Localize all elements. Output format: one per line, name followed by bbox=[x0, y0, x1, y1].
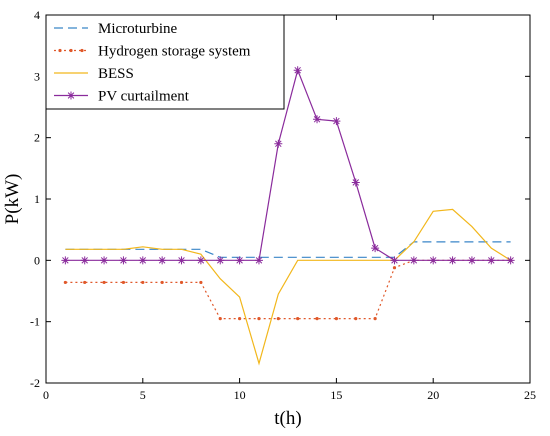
series-3-point bbox=[448, 256, 457, 265]
x-axis-title: t(h) bbox=[274, 408, 301, 429]
y-tick-label: 1 bbox=[34, 192, 40, 206]
x-tick-label: 5 bbox=[140, 388, 146, 402]
legend-marker-3 bbox=[67, 91, 75, 100]
series-3-point bbox=[138, 256, 147, 265]
series-1-point bbox=[141, 280, 145, 285]
series-3-point bbox=[371, 244, 380, 253]
series-1-point bbox=[276, 317, 280, 321]
series-3-point bbox=[158, 256, 167, 265]
y-tick-label: 2 bbox=[34, 131, 40, 145]
series-3-point bbox=[100, 256, 109, 265]
series-1-point bbox=[315, 317, 319, 321]
x-tick-label: 0 bbox=[43, 388, 49, 402]
series-3-point bbox=[254, 256, 263, 265]
series-3-point bbox=[119, 256, 128, 265]
series-3-point bbox=[487, 256, 496, 265]
series-3-point bbox=[216, 256, 225, 265]
x-tick-label: 25 bbox=[524, 388, 536, 402]
series-1-point bbox=[354, 317, 358, 321]
legend: Microturbine Hydrogen storage system BESS P… bbox=[45, 14, 285, 110]
series-1-point bbox=[83, 280, 87, 285]
series-3-point bbox=[274, 139, 283, 148]
x-tick-label: 15 bbox=[330, 388, 342, 402]
series-3-point bbox=[409, 256, 418, 265]
series-1-point bbox=[257, 317, 261, 321]
series-3-point bbox=[332, 117, 341, 126]
y-tick-label: 3 bbox=[34, 69, 40, 83]
series-1-point bbox=[121, 280, 126, 285]
legend-box bbox=[45, 14, 285, 110]
series-1-point bbox=[63, 280, 67, 285]
series-1-point bbox=[334, 317, 338, 321]
legend-label-3: PV curtailment bbox=[98, 89, 190, 105]
series-1-point bbox=[179, 280, 184, 285]
series-3-point bbox=[235, 256, 244, 265]
y-tick-label: 0 bbox=[34, 253, 40, 267]
series-1-point bbox=[102, 280, 106, 285]
series-line-2 bbox=[65, 208, 511, 366]
y-tick-label: 4 bbox=[34, 8, 40, 22]
series-3-point bbox=[429, 256, 438, 265]
y-axis-title: P(kW) bbox=[2, 174, 23, 225]
y-tick-label: -2 bbox=[30, 376, 40, 390]
y-tick-label: -1 bbox=[30, 315, 40, 329]
series-line-0 bbox=[65, 241, 511, 258]
series-3-point bbox=[196, 256, 205, 265]
series-3-point bbox=[80, 256, 89, 265]
legend-marker-1 bbox=[58, 48, 62, 53]
legend-label-2: BESS bbox=[98, 66, 134, 82]
series-1-point bbox=[373, 317, 377, 321]
series-1-point bbox=[238, 317, 242, 321]
series-1-point bbox=[296, 317, 300, 321]
series-3-point bbox=[351, 178, 360, 187]
series-layer bbox=[61, 66, 515, 366]
legend-label-0: Microturbine bbox=[98, 21, 177, 37]
series-3-point bbox=[177, 256, 186, 265]
series-1-point bbox=[160, 280, 164, 285]
legend-marker-1 bbox=[80, 48, 84, 53]
series-3-point bbox=[293, 66, 302, 75]
series-3-point bbox=[506, 256, 515, 265]
series-1-point bbox=[218, 317, 222, 321]
series-1-point bbox=[392, 266, 397, 270]
series-3-point bbox=[467, 256, 476, 265]
x-tick-label: 20 bbox=[427, 388, 439, 402]
axis-ticks: 0 5 10 15 20 25 -2 -1 0 1 2 3 4 bbox=[30, 8, 536, 402]
series-1-point bbox=[199, 280, 203, 285]
series-3-point bbox=[313, 115, 322, 124]
legend-marker-1 bbox=[69, 48, 73, 53]
legend-label-1: Hydrogen storage system bbox=[98, 44, 251, 60]
x-tick-label: 10 bbox=[234, 388, 246, 402]
series-3-point bbox=[61, 256, 70, 265]
series-3-point bbox=[390, 256, 399, 265]
